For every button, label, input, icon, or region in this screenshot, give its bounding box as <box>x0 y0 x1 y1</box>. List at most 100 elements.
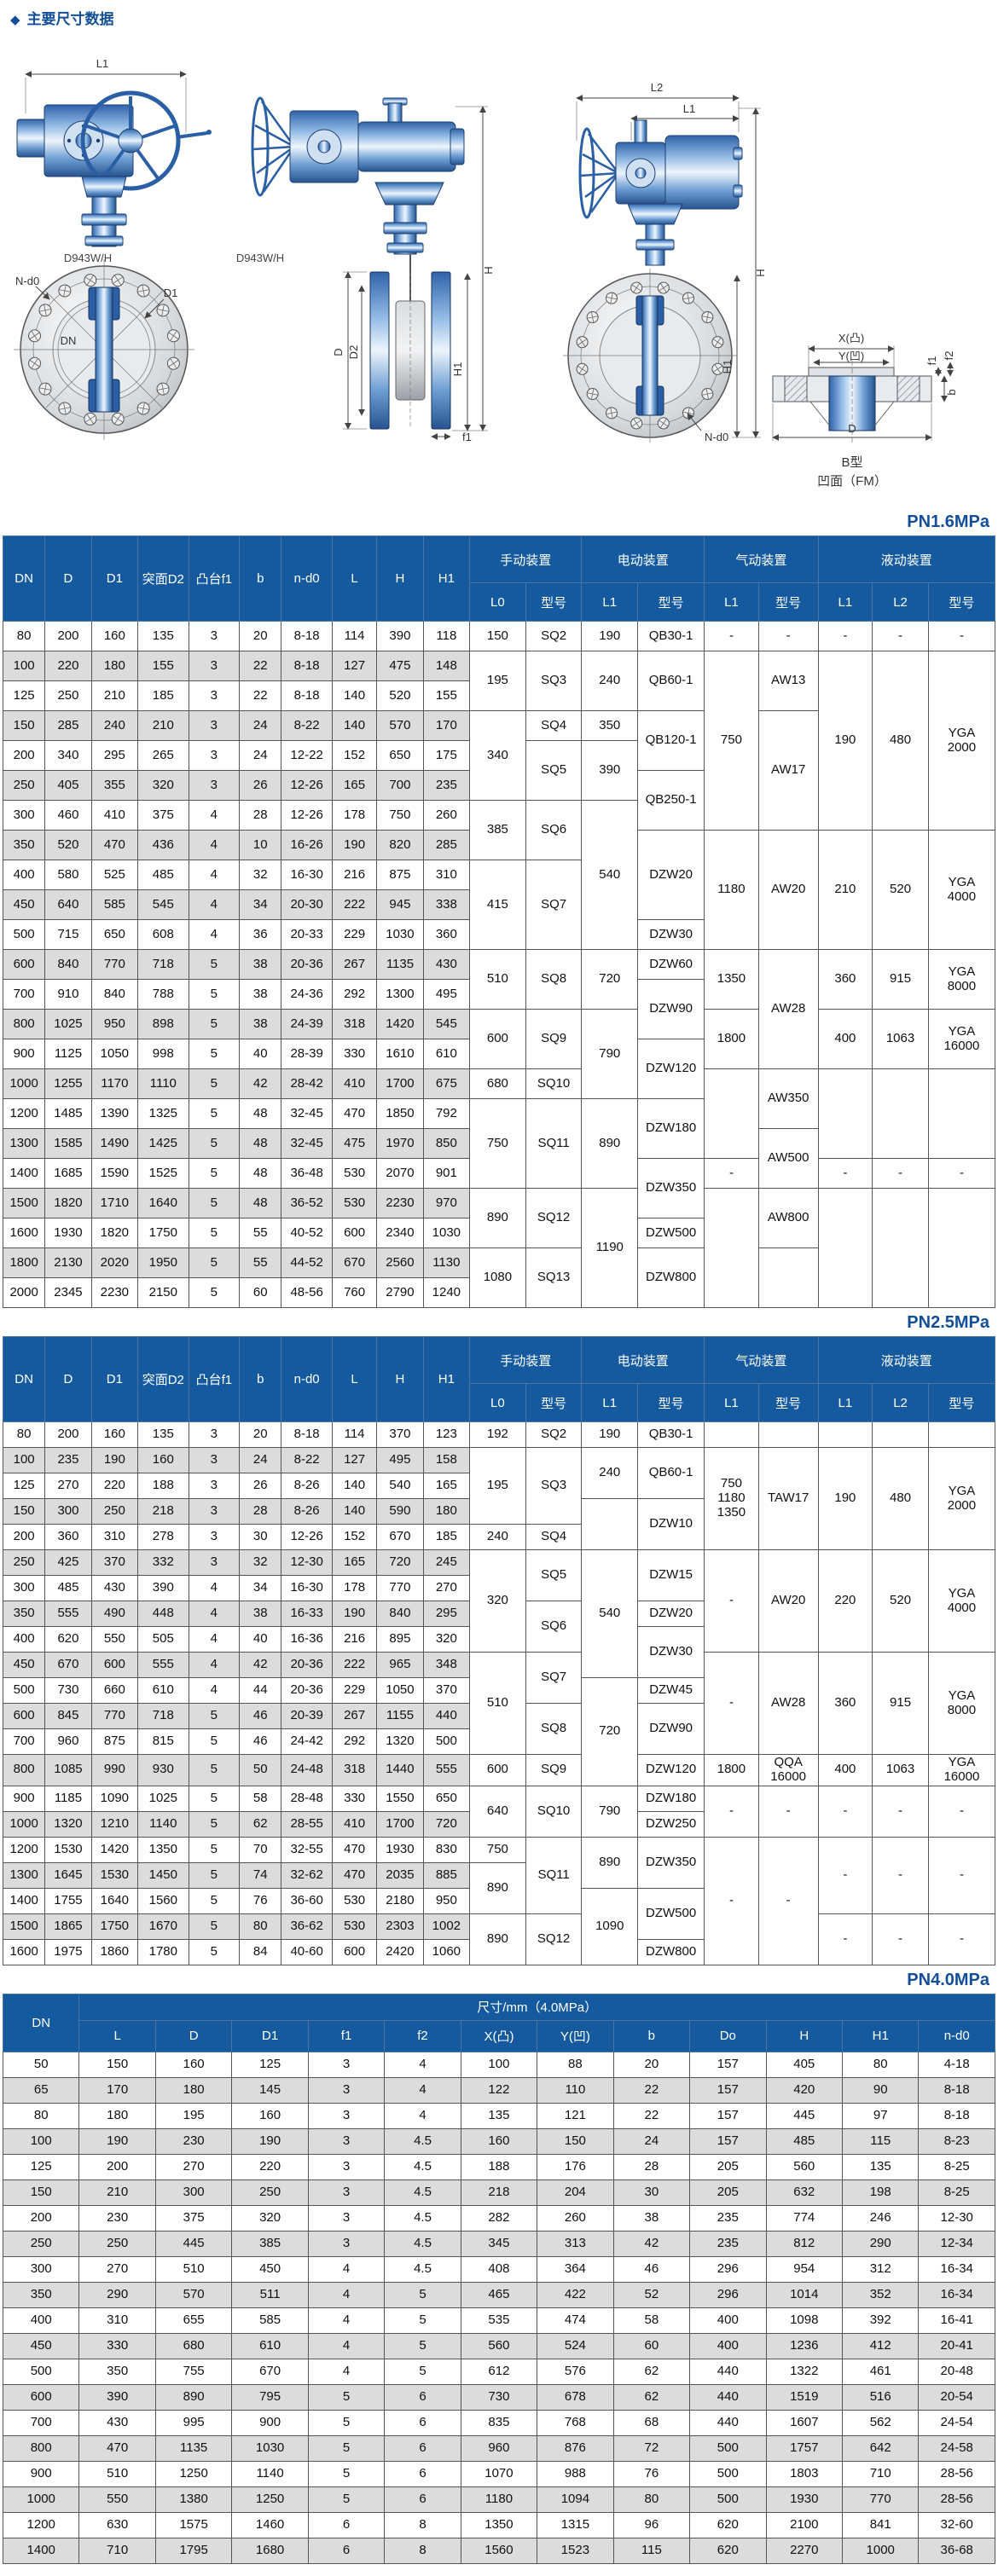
table-cell: 436 <box>137 830 189 860</box>
table-cell: - <box>927 1158 996 1189</box>
table-cell: 348 <box>422 1652 471 1678</box>
column-header: L1 <box>581 582 639 622</box>
table-cell: 1500 <box>2 1913 46 1940</box>
table-cell: 520 <box>376 680 424 711</box>
table-cell: 430 <box>78 2409 156 2436</box>
column-header: L2 <box>872 582 929 622</box>
table-cell: 670 <box>231 2358 309 2385</box>
table-cell: 5 <box>188 1128 241 1159</box>
table-cell: 4 <box>188 1601 241 1627</box>
table-cell: 6 <box>384 2409 461 2436</box>
table-cell: 190 <box>331 1601 378 1627</box>
table-cell: 1700 <box>376 1810 424 1838</box>
table-cell: 12-30 <box>918 2204 995 2232</box>
table-cell: 390 <box>376 621 424 651</box>
table-cell: 600 <box>2 949 46 980</box>
table-cell: 1050 <box>90 1039 139 1069</box>
table-cell: 405 <box>44 770 92 801</box>
table-cell: 790 <box>581 1009 639 1099</box>
table-cell: 1255 <box>44 1068 92 1099</box>
table-cell: 192 <box>469 1421 526 1448</box>
table-row: 65 170 180 145 3 4 122 110 22 157 420 90 8-18 <box>2 2076 995 2104</box>
table-cell: 1685 <box>44 1158 92 1189</box>
table-cell: SQ5 <box>525 740 583 801</box>
table-cell: AW28 <box>757 1652 819 1755</box>
table-cell: 511 <box>231 2281 309 2308</box>
table-cell: 60 <box>239 1277 282 1308</box>
table-cell: 3 <box>188 740 241 771</box>
table-cell: - <box>757 1785 819 1838</box>
table-cell: 222 <box>331 889 378 920</box>
table-cell: 5 <box>188 1039 241 1069</box>
table-cell: 318 <box>331 1009 378 1039</box>
table-cell: 157 <box>689 2076 767 2104</box>
table-cell: 364 <box>537 2255 614 2283</box>
table-cell: 1090 <box>90 1785 139 1812</box>
table-cell: 545 <box>422 1009 471 1039</box>
table-cell: 20-48 <box>918 2358 995 2385</box>
column-header: Do <box>689 2019 767 2052</box>
table-cell: 1485 <box>44 1098 92 1129</box>
table-row: 200 230 375 320 3 4.5 282 260 38 235 774 246 12-30 <box>2 2204 995 2232</box>
table-cell: 490 <box>90 1601 139 1627</box>
table-cell: 1063 <box>872 1009 929 1069</box>
table-cell <box>704 1188 759 1308</box>
table-cell: 330 <box>78 2332 156 2359</box>
table-cell: 8-26 <box>281 1498 333 1525</box>
table-cell: 795 <box>231 2383 309 2411</box>
table-cell: 140 <box>331 1498 378 1525</box>
table-cell: QB250-1 <box>637 770 705 831</box>
table-cell: QB60-1 <box>637 651 705 711</box>
table-cell: 180 <box>154 2076 233 2104</box>
table-cell: 1110 <box>137 1068 189 1099</box>
table-cell: 630 <box>78 2511 156 2538</box>
table-cell: 1800 <box>2 1247 46 1278</box>
table-cell: 1610 <box>376 1039 424 1069</box>
table-cell: 185 <box>137 680 189 711</box>
table-cell: 1700 <box>376 1068 424 1099</box>
table-cell: 180 <box>422 1498 471 1525</box>
column-header: 型号 <box>637 1383 705 1422</box>
table-cell: 4-18 <box>918 2051 995 2078</box>
table-cell: 900 <box>231 2409 309 2436</box>
table-cell: 510 <box>469 949 526 1010</box>
table-cell: 55 <box>239 1247 282 1278</box>
table-cell: - <box>817 1913 873 1965</box>
table-cell: DZW30 <box>637 919 705 950</box>
table-cell: 84 <box>239 1938 282 1965</box>
table-cell: 190 <box>78 2127 156 2155</box>
table-cell: 58 <box>239 1785 282 1812</box>
table-cell: 114 <box>331 621 378 651</box>
table-cell: 1080 <box>469 1247 526 1308</box>
table-cell: 4 <box>188 1652 241 1678</box>
drawing-front-view-manual: L1 D943W/H <box>14 57 212 440</box>
page-title: 主要尺寸数据 <box>26 11 114 27</box>
table-cell: 125 <box>231 2051 309 2078</box>
column-header: X(凸) <box>460 2019 538 2052</box>
table-row: 800 1085 990 930 5 50 24-48 318 1440 555 600 SQ9 DZW… <box>2 1754 996 1786</box>
table-cell: 4 <box>188 860 241 890</box>
table-cell: 72 <box>612 2434 691 2462</box>
table-row: 900 1125 1050 998 5 40 28-39 330 1610 610 DZW120 <box>2 1039 995 1099</box>
table-cell: 32-62 <box>281 1861 333 1889</box>
table-cell: 610 <box>422 1039 471 1069</box>
table-cell: QB120-1 <box>637 710 705 771</box>
table-cell: 218 <box>460 2179 538 2206</box>
table-cell: 390 <box>78 2383 156 2411</box>
section-header: ◆ 主要尺寸数据 <box>0 0 998 30</box>
table-cell: 800 <box>2 2434 80 2462</box>
table-cell: 720 <box>581 1677 639 1786</box>
table-cell: 5 <box>188 1938 241 1965</box>
table-cell: 1130 <box>422 1247 471 1278</box>
table-cell: 700 <box>2 979 46 1010</box>
column-header: 型号 <box>927 1383 996 1422</box>
table-cell: 1670 <box>137 1913 189 1940</box>
column-header: L <box>78 2019 156 2052</box>
table-cell: 510 <box>78 2460 156 2487</box>
table-cell: 20 <box>239 1421 282 1448</box>
table-cell: 480 <box>872 1447 929 1550</box>
table-cell: 1250 <box>231 2486 309 2513</box>
table-cell: 115 <box>612 2537 691 2564</box>
table-cell: 8-18 <box>281 680 333 711</box>
table-cell: 850 <box>422 1128 471 1159</box>
